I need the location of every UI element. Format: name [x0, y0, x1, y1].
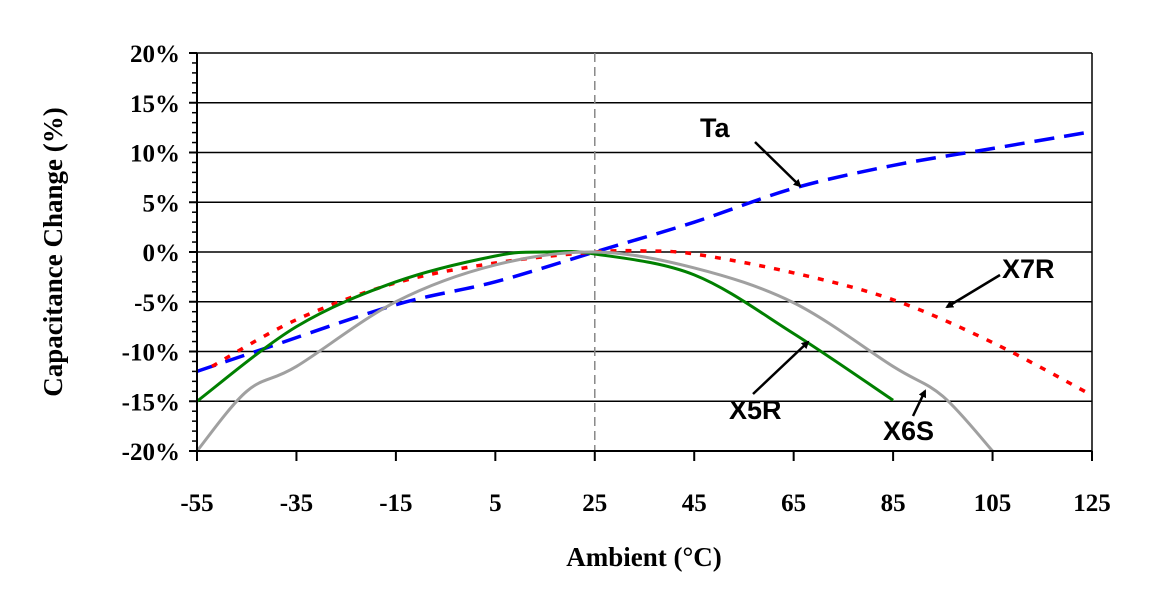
arrow-x5r	[752, 340, 810, 395]
arrow-x7r	[945, 273, 1001, 309]
x-tick-label: 45	[682, 490, 707, 517]
annotation-x5r: X5R	[729, 395, 782, 425]
x-axis-title: Ambient (°C)	[566, 542, 722, 572]
y-tick-label: -10%	[122, 340, 180, 367]
y-tick-label: -20%	[122, 439, 180, 466]
series-line-x5r	[196, 249, 894, 403]
y-axis-ticks: 20% 15% 10% 5% 0% -5% -10% -15% -20%	[122, 41, 197, 466]
x-tick-label: 125	[1073, 490, 1111, 517]
annotations: Ta X7R X5R X6S	[700, 113, 1055, 446]
series-line-ta	[196, 129, 1093, 374]
y-tick-label: 5%	[143, 190, 181, 217]
annotation-x7r: X7R	[1002, 254, 1055, 284]
x-tick-label: 65	[781, 490, 806, 517]
x-tick-label: 85	[881, 490, 906, 517]
x-tick-label: 5	[489, 490, 502, 517]
annotation-ta: Ta	[700, 113, 730, 143]
x-tick-label: 25	[582, 490, 607, 517]
y-tick-label: 0%	[143, 240, 181, 267]
series-lines	[195, 129, 1093, 453]
x-axis-ticks: -55 -35 -15 5 25 45 65 85 105 125	[180, 451, 1111, 517]
y-tick-label: 15%	[130, 91, 180, 118]
axes	[196, 53, 1093, 452]
y-tick-label: -5%	[134, 290, 180, 317]
y-tick-label: 20%	[130, 41, 180, 68]
annotation-x6s: X6S	[883, 416, 934, 446]
y-axis-title: Capacitance Change (%)	[38, 107, 68, 396]
arrow-ta	[754, 141, 802, 188]
x-tick-label: -35	[280, 490, 313, 517]
series-line-x6s	[195, 250, 994, 453]
arrow-x6s	[911, 389, 927, 417]
y-tick-label: -15%	[122, 389, 180, 416]
x-tick-label: -55	[180, 490, 213, 517]
x-tick-label: 105	[974, 490, 1012, 517]
x-tick-label: -15	[379, 490, 412, 517]
y-tick-label: 10%	[130, 141, 180, 168]
